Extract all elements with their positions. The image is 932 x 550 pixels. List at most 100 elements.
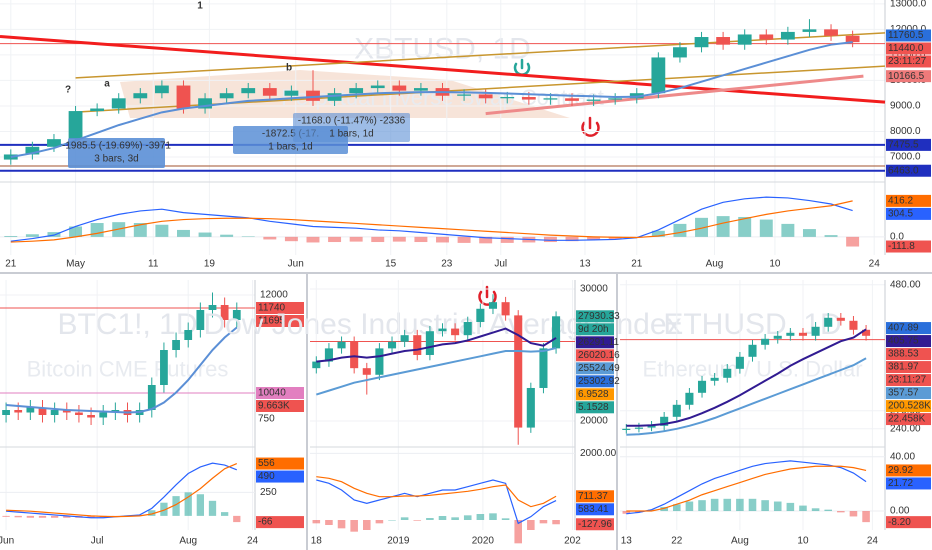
- histogram-bar: [263, 236, 277, 240]
- price-tag-label: 11740: [258, 303, 286, 314]
- price-tag-label: -127.96: [578, 519, 612, 530]
- watermark: Bitcoin CME Futures: [27, 357, 229, 382]
- histogram-bar: [69, 226, 83, 237]
- price-tag: [886, 335, 931, 348]
- candle-body: [798, 332, 808, 336]
- moving-average: [626, 328, 867, 427]
- measure-label: 1 bars, 1d: [329, 129, 373, 140]
- x-tick-label: May: [66, 259, 85, 270]
- histogram-bar: [846, 236, 860, 247]
- histogram-bar: [87, 515, 95, 518]
- histogram-bar: [738, 216, 752, 237]
- candle-body: [651, 57, 666, 94]
- candle-body: [723, 368, 732, 378]
- oscillator-line: [316, 479, 557, 525]
- histogram-bar: [208, 500, 217, 516]
- histogram-bar: [673, 504, 681, 512]
- histogram-bar: [500, 236, 514, 243]
- candle-body: [387, 341, 397, 349]
- price-tag: [886, 464, 931, 477]
- price-tag-label: 416.2: [888, 196, 913, 207]
- histogram-bar: [388, 520, 396, 521]
- moving-average: [626, 357, 867, 436]
- histogram-bar: [514, 520, 522, 544]
- price-tag: [886, 138, 931, 151]
- price-tag-label: 304.5: [888, 209, 913, 220]
- price-tag-label: 6463.0: [888, 165, 919, 176]
- price-tag-label: 407.89: [888, 323, 919, 334]
- histogram-bar: [4, 235, 18, 237]
- histogram-bar: [824, 509, 832, 512]
- histogram-bar: [325, 520, 333, 525]
- annotation: a: [104, 79, 110, 90]
- histogram-bar: [155, 224, 169, 237]
- candle-body: [312, 361, 321, 369]
- candle-body: [862, 329, 871, 336]
- price-tag-label: 200.528K: [888, 401, 931, 412]
- histogram-bar: [148, 510, 156, 516]
- histogram-bar: [543, 236, 557, 243]
- histogram-bar: [221, 512, 229, 516]
- measure-label: -1168.0 (-11.47%) -2336: [298, 116, 406, 127]
- candle-body: [337, 341, 346, 349]
- histogram-bar: [233, 515, 241, 523]
- price-tag: [256, 413, 304, 425]
- histogram-bar: [133, 223, 147, 237]
- histogram-bar: [337, 520, 346, 529]
- histogram-bar: [451, 517, 459, 520]
- candle-body: [685, 392, 694, 405]
- histogram-bar: [198, 232, 212, 237]
- histogram-bar: [862, 511, 870, 523]
- price-tag-label: 11695: [258, 316, 286, 327]
- x-tick-label: 2020: [472, 536, 495, 547]
- histogram-bar: [241, 236, 255, 237]
- histogram-bar: [849, 511, 858, 517]
- price-tag-label: 29.92: [888, 465, 913, 476]
- candle-body: [647, 425, 656, 428]
- candle-body: [111, 98, 126, 109]
- x-tick-label: Jun: [288, 259, 304, 270]
- candle-body: [629, 93, 644, 99]
- price-tag: [886, 387, 931, 400]
- histogram-bar: [622, 511, 631, 514]
- histogram-bar: [284, 236, 298, 242]
- price-tag-label: 583.41: [578, 504, 609, 515]
- watermark: ETHUSD, 1D: [663, 308, 841, 341]
- x-tick-label: 11: [148, 259, 159, 270]
- price-tag-label: 381.97: [888, 362, 919, 373]
- candle-body: [349, 88, 364, 94]
- price-tag: [256, 470, 304, 483]
- y-tick-label: 0.00: [890, 506, 910, 517]
- histogram-bar: [781, 223, 795, 237]
- y-tick-label: 30000: [580, 284, 608, 295]
- histogram-bar: [837, 511, 845, 513]
- candle-body: [154, 85, 169, 94]
- histogram-bar: [635, 511, 643, 513]
- candle-body: [500, 97, 515, 99]
- price-tag-label: 6.9528: [578, 389, 609, 400]
- candle-body: [824, 317, 833, 327]
- histogram-bar: [587, 236, 601, 240]
- price-tag-label: 9.663K: [258, 401, 290, 412]
- price-tag: [886, 361, 931, 374]
- y-tick-label: 40.00: [890, 451, 915, 462]
- histogram-bar: [392, 236, 406, 242]
- price-tag: [576, 349, 614, 362]
- oscillator-line: [10, 200, 853, 243]
- measure-label: 1 bars, 1d: [268, 142, 312, 153]
- histogram-bar: [25, 234, 39, 237]
- candle-body: [543, 98, 558, 100]
- price-tag: [576, 503, 614, 516]
- histogram-bar: [651, 230, 665, 237]
- candle-body: [198, 98, 212, 109]
- price-tag: [576, 518, 614, 531]
- candle-body: [737, 34, 752, 45]
- candle-body: [99, 412, 108, 418]
- price-tag: [886, 477, 931, 490]
- price-tag-label: 357.57: [888, 388, 919, 399]
- price-tag: [886, 400, 931, 413]
- x-tick-label: 202: [564, 536, 581, 547]
- candle-body: [716, 37, 731, 45]
